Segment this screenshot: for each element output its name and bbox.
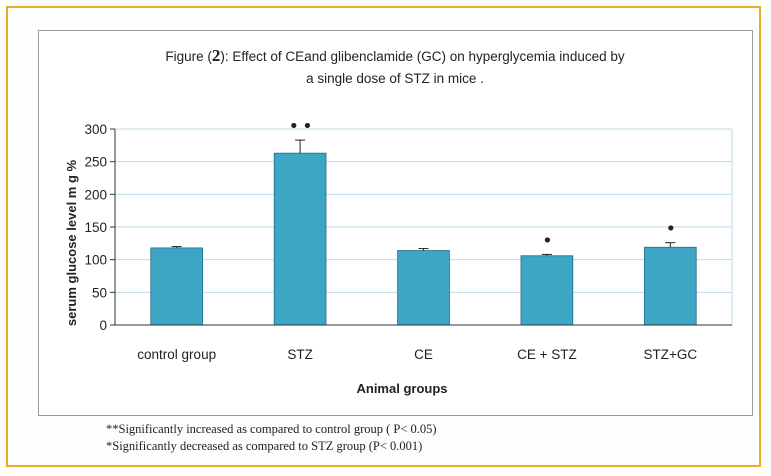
y-tick-label: 100 bbox=[84, 253, 107, 268]
chart-area: Figure (2): Effect of CEand glibenclamid… bbox=[38, 30, 753, 416]
bar-control-group bbox=[150, 247, 204, 326]
x-category-label: CE bbox=[414, 347, 433, 362]
bar-chart: Figure (2): Effect of CEand glibenclamid… bbox=[64, 46, 733, 396]
x-category-label: STZ+GC bbox=[643, 347, 697, 362]
y-tick-label: 300 bbox=[84, 122, 107, 137]
y-tick-label: 150 bbox=[84, 220, 107, 235]
bar-ce bbox=[397, 250, 450, 326]
y-tick-label: 200 bbox=[84, 187, 107, 202]
significance-marker: • bbox=[665, 219, 679, 240]
footnotes: **Significantly increased as compared to… bbox=[106, 421, 437, 455]
x-category-label: CE + STZ bbox=[517, 347, 577, 362]
figure-frame: Figure (2): Effect of CEand glibenclamid… bbox=[6, 6, 761, 467]
chart-title-line1: Figure (2): Effect of CEand glibenclamid… bbox=[165, 46, 624, 65]
bar-stz bbox=[273, 152, 327, 326]
chart-title-line2: a single dose of STZ in mice . bbox=[306, 71, 484, 86]
footnote-increase: **Significantly increased as compared to… bbox=[106, 422, 437, 436]
significance-marker: •• bbox=[288, 116, 315, 137]
y-tick-label: 250 bbox=[84, 155, 107, 170]
footnote-decrease: *Significantly decreased as compared to … bbox=[106, 439, 423, 453]
x-category-label: control group bbox=[137, 347, 216, 362]
x-axis-label: Animal groups bbox=[356, 381, 447, 396]
bar-ce-stz bbox=[520, 255, 574, 326]
y-tick-label: 0 bbox=[99, 318, 107, 333]
y-axis-label: serum glucose level m g % bbox=[64, 159, 79, 326]
x-category-label: STZ bbox=[287, 347, 313, 362]
y-tick-label: 50 bbox=[92, 285, 107, 300]
significance-marker: • bbox=[542, 230, 556, 251]
bar-stz-gc bbox=[643, 246, 697, 326]
